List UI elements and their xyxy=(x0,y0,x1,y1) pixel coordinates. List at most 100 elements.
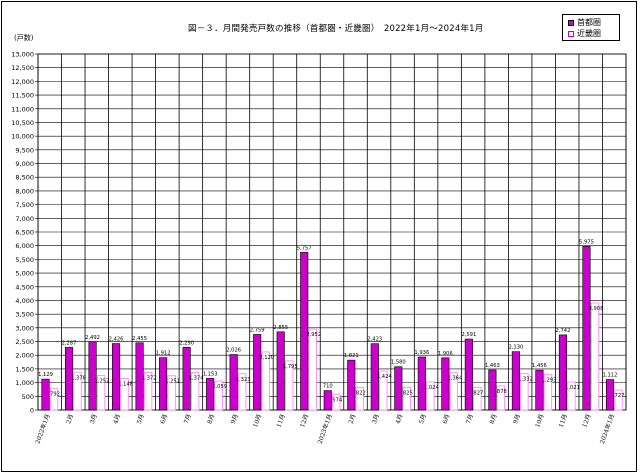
data-label-series-2: 878 xyxy=(497,389,507,395)
data-label-series-1: 2,287 xyxy=(62,340,77,346)
data-label-series-1: 2,492 xyxy=(85,335,100,341)
bar-series-1 xyxy=(135,342,144,411)
y-tick-label: 6,500 xyxy=(15,229,34,237)
y-tick-label: 7,000 xyxy=(15,215,34,223)
y-tick-label: 9,500 xyxy=(15,146,34,154)
y-tick-label: 2,500 xyxy=(15,338,34,346)
y-tick-label: 3,000 xyxy=(15,324,34,332)
plot-border xyxy=(37,53,627,411)
bar-series-1 xyxy=(347,359,356,411)
x-tick-label: 2023年1月 xyxy=(316,413,334,445)
bar-series-1 xyxy=(488,369,497,411)
x-tick-label: 3月 xyxy=(89,413,99,425)
y-tick-label: 9,000 xyxy=(15,160,34,168)
bar-series-2 xyxy=(167,375,176,411)
data-label-series-2: 822 xyxy=(356,390,366,396)
y-tick-label: 12,000 xyxy=(11,78,34,86)
bar-series-1 xyxy=(370,343,379,411)
y-tick-label: 4,500 xyxy=(15,283,34,291)
legend-item-series-2: 近畿圏 xyxy=(568,29,601,39)
x-tick-label: 12月 xyxy=(299,413,310,428)
bar-series-1 xyxy=(582,246,591,411)
bar-series-1 xyxy=(88,341,97,411)
bar-series-1 xyxy=(206,378,215,411)
data-label-series-1: 1,906 xyxy=(438,351,453,357)
y-axis-label: (戸数) xyxy=(14,34,34,42)
data-label-series-1: 2,455 xyxy=(132,336,147,342)
data-label-series-1: 2,591 xyxy=(461,332,476,338)
bar-series-1 xyxy=(229,354,238,411)
y-tick-label: 6,000 xyxy=(15,242,34,250)
data-label-series-1: 710 xyxy=(323,384,333,390)
x-tick-label: 7月 xyxy=(183,413,193,425)
x-tick-label: 2月 xyxy=(347,413,357,425)
bar-series-1 xyxy=(159,357,168,411)
y-tick-label: 12,500 xyxy=(11,64,34,72)
data-label-series-2: 825 xyxy=(403,390,413,396)
data-label-series-1: 2,130 xyxy=(508,345,523,351)
bar-series-2 xyxy=(614,389,623,411)
data-label-series-2: 1,148 xyxy=(118,382,133,388)
bar-series-1 xyxy=(464,338,473,411)
data-label-series-1: 1,456 xyxy=(532,363,547,369)
data-label-series-1: 1,821 xyxy=(344,353,359,359)
bar-series-1 xyxy=(417,356,426,411)
y-tick-label: 3,500 xyxy=(15,311,34,319)
y-tick-label: 1,000 xyxy=(15,379,34,387)
data-label-series-1: 5,975 xyxy=(579,239,594,245)
x-tick-label: 5月 xyxy=(418,413,428,425)
data-label-series-1: 1,112 xyxy=(603,373,618,379)
x-tick-label: 5月 xyxy=(136,413,146,425)
bar-series-1 xyxy=(558,334,568,411)
data-label-series-1: 2,855 xyxy=(273,325,288,331)
x-tick-label: 9月 xyxy=(512,413,522,425)
bar-series-1 xyxy=(276,331,285,411)
bar-series-2 xyxy=(308,328,317,411)
bar-series-2 xyxy=(473,386,482,411)
bar-series-2 xyxy=(214,380,223,411)
bar-series-1 xyxy=(41,378,50,411)
y-tick-label: 500 xyxy=(22,393,34,401)
x-tick-label: 10月 xyxy=(252,413,263,428)
data-label-series-1: 1,580 xyxy=(391,360,406,366)
bar-series-2 xyxy=(332,393,341,411)
data-label-series-2: 1,795 xyxy=(283,364,298,370)
data-label-series-2: 1,364 xyxy=(447,376,463,382)
bar-series-1 xyxy=(441,357,450,411)
bar-series-2 xyxy=(237,373,247,411)
bar-series-2 xyxy=(261,351,270,411)
bar-series-2 xyxy=(426,381,435,411)
bar-series-2 xyxy=(543,374,553,411)
data-label-series-1: 1,129 xyxy=(38,372,53,378)
y-tick-label: 5,000 xyxy=(15,270,34,278)
x-tick-label: 2月 xyxy=(65,413,75,425)
bar-series-2 xyxy=(449,372,459,411)
x-tick-label: 4月 xyxy=(112,413,122,425)
data-label-series-2: 2,952 xyxy=(306,332,321,338)
y-tick-label: 5,500 xyxy=(15,256,34,264)
data-label-series-2: 1,424 xyxy=(377,374,393,380)
bar-series-2 xyxy=(143,371,153,411)
data-label-series-2: 1,378 xyxy=(71,375,86,381)
legend-label-series-2: 近畿圏 xyxy=(577,29,601,38)
y-tick-label: 13,000 xyxy=(11,51,34,59)
bar-series-2 xyxy=(379,370,388,411)
legend-swatch-series-2 xyxy=(568,30,574,37)
bar-series-2 xyxy=(96,375,106,411)
bar-series-1 xyxy=(323,390,332,411)
data-label-series-2: 1,021 xyxy=(565,385,580,391)
data-label-series-1: 2,423 xyxy=(367,337,382,343)
bar-series-2 xyxy=(402,386,412,411)
bar-series-1 xyxy=(605,379,615,411)
bar-series-2 xyxy=(120,378,129,411)
bar-series-2 xyxy=(49,387,59,411)
data-label-series-1: 2,290 xyxy=(179,340,194,346)
bar-series-1 xyxy=(182,346,191,411)
data-label-series-1: 2,426 xyxy=(109,337,124,343)
bar-series-1 xyxy=(511,351,520,411)
data-label-series-2: 1,251 xyxy=(165,379,180,385)
y-tick-label: 4,000 xyxy=(15,297,34,305)
data-label-series-1: 5,757 xyxy=(297,245,312,251)
data-label-series-1: 1,912 xyxy=(156,351,171,357)
bar-series-1 xyxy=(112,343,121,411)
